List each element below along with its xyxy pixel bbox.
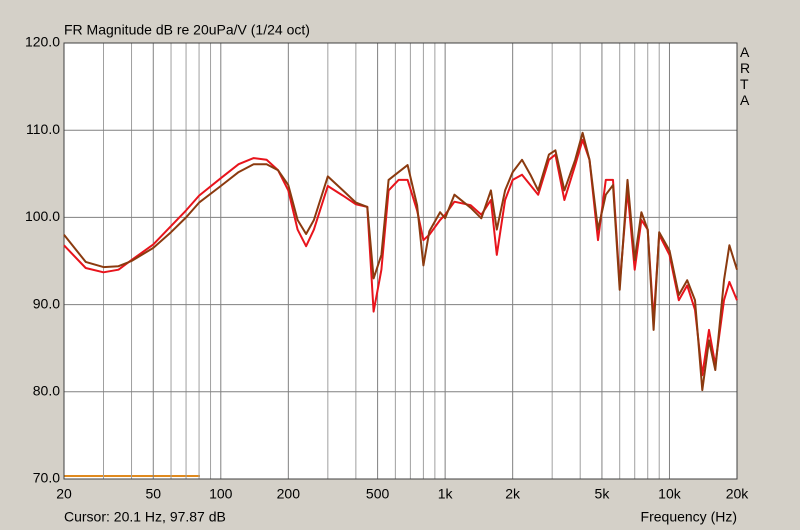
x-tick-label: 50 [145, 486, 161, 502]
chart-title: FR Magnitude dB re 20uPa/V (1/24 oct) [64, 22, 310, 38]
plot-border [63, 42, 738, 480]
y-tick-label: 120.0 [25, 34, 60, 50]
x-tick-label: 500 [366, 486, 390, 502]
y-tick-label: 110.0 [26, 121, 60, 137]
x-tick-label: 100 [209, 486, 233, 502]
x-axis-label: Frequency (Hz) [641, 509, 737, 525]
cursor-readout: Cursor: 20.1 Hz, 97.87 dB [64, 509, 226, 525]
x-tick-label: 1k [438, 486, 454, 502]
x-tick-label: 10k [658, 486, 682, 502]
y-tick-label: 70.0 [33, 470, 60, 486]
plot-area [64, 43, 737, 479]
y-tick-label: 80.0 [33, 383, 60, 399]
x-tick-label: 2k [505, 486, 521, 502]
x-tick-label: 200 [277, 486, 301, 502]
side-label: ARTA [740, 44, 751, 108]
y-tick-label: 90.0 [33, 295, 60, 311]
x-tick-label: 5k [595, 486, 611, 502]
x-tick-label: 20k [726, 486, 750, 502]
series-line [63, 131, 738, 392]
x-tick-label: 20 [56, 486, 72, 502]
y-tick-label: 100.0 [25, 208, 60, 224]
